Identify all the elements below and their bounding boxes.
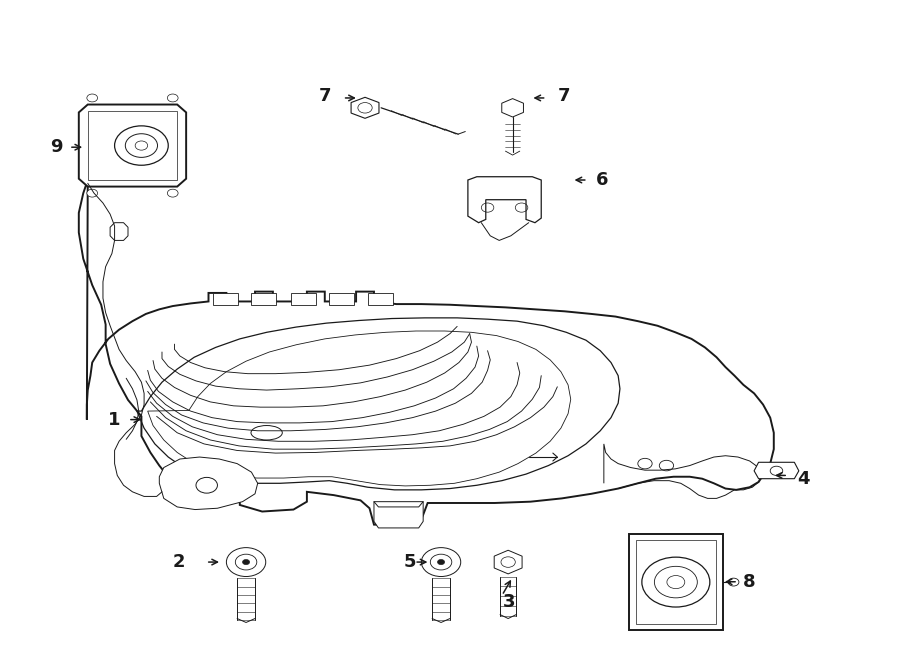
Polygon shape <box>213 293 238 305</box>
Polygon shape <box>374 502 423 528</box>
Circle shape <box>87 94 97 102</box>
Polygon shape <box>159 457 257 510</box>
Text: 2: 2 <box>173 553 185 571</box>
Text: 9: 9 <box>50 138 63 156</box>
Polygon shape <box>502 99 524 117</box>
Polygon shape <box>629 534 723 630</box>
Circle shape <box>227 547 266 577</box>
Text: 1: 1 <box>108 410 121 428</box>
Text: 3: 3 <box>503 593 516 611</box>
Circle shape <box>421 547 461 577</box>
Text: 7: 7 <box>319 87 331 105</box>
Text: 7: 7 <box>558 87 571 105</box>
Text: 8: 8 <box>743 573 756 591</box>
Polygon shape <box>754 462 799 479</box>
Polygon shape <box>368 293 392 305</box>
Circle shape <box>437 559 445 565</box>
Text: 4: 4 <box>797 470 810 488</box>
Polygon shape <box>291 293 316 305</box>
Text: 5: 5 <box>403 553 416 571</box>
Polygon shape <box>329 293 355 305</box>
Polygon shape <box>351 97 379 118</box>
Polygon shape <box>79 105 186 187</box>
Circle shape <box>167 94 178 102</box>
Circle shape <box>728 578 739 586</box>
Polygon shape <box>251 293 276 305</box>
Circle shape <box>242 559 249 565</box>
Text: 6: 6 <box>596 171 608 189</box>
Polygon shape <box>110 222 128 240</box>
Polygon shape <box>494 550 522 574</box>
Circle shape <box>87 189 97 197</box>
Circle shape <box>167 189 178 197</box>
